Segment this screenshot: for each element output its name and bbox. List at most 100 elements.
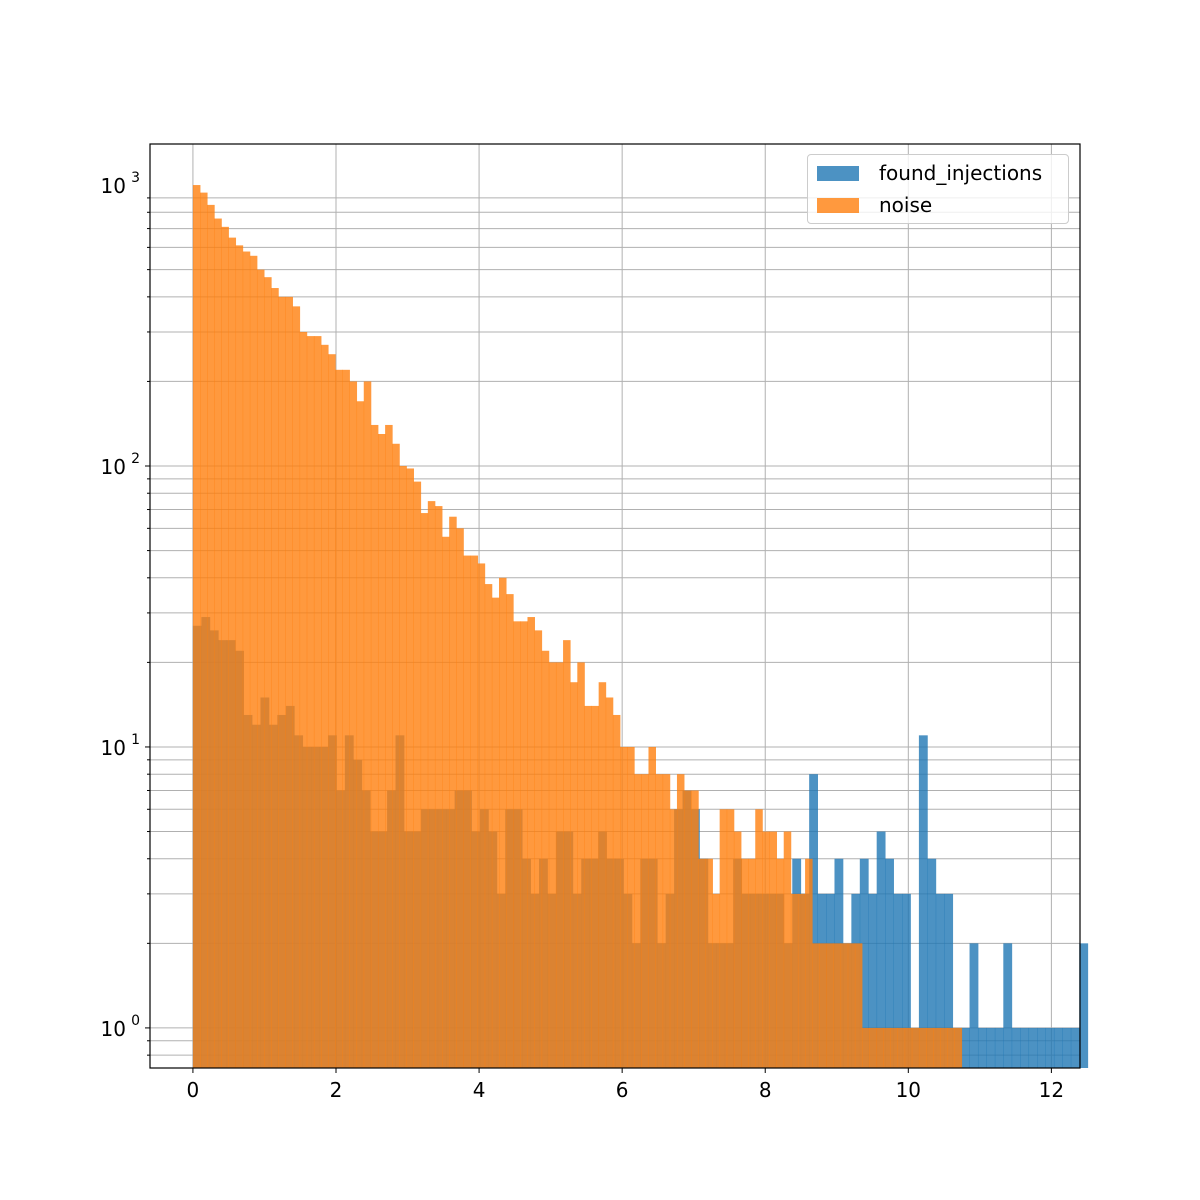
histogram-bar [292,306,301,1068]
histogram-bar [783,831,792,1068]
y-tick-exponent: 2 [131,451,140,467]
y-tick-label: 10 [101,174,126,198]
histogram-bar [868,893,878,1068]
histogram-bar [591,705,600,1068]
histogram-bar [904,1027,913,1068]
histogram-bar [1053,1027,1063,1068]
histogram-bar [819,943,827,1068]
histogram-bar [969,943,979,1068]
histogram-bar [1028,1027,1038,1068]
histogram-bar [584,705,592,1068]
histogram-bar [933,1027,941,1068]
histogram-bar [356,401,365,1068]
histogram-bar [299,331,308,1068]
histogram-bar [200,192,208,1068]
histogram-bar [570,682,578,1068]
x-tick-label: 6 [616,1078,629,1102]
histogram-bar [944,893,954,1068]
histogram-bar [520,621,528,1068]
histogram-bar [1070,1027,1080,1068]
histogram-bar [1037,1027,1046,1068]
histogram-bar [790,893,799,1068]
histogram-bar [684,790,692,1068]
series-noise [192,185,963,1069]
histogram-bar [862,1027,870,1068]
histogram-bar [456,528,464,1068]
histogram-bar [890,1027,899,1068]
histogram-bar [377,433,386,1068]
histogram-bar [705,858,713,1068]
histogram-bar [935,893,945,1068]
histogram-bar [977,1027,987,1068]
histogram-bar [313,336,322,1068]
histogram-bar [669,809,678,1068]
histogram-bar [648,746,656,1068]
histogram-bar [762,831,770,1068]
histogram-bars [192,185,1089,1069]
histogram-bar [918,1027,927,1068]
y-tick-exponent: 1 [131,732,140,748]
histogram-bar [876,1027,884,1068]
histogram-bar [406,468,414,1068]
histogram-bar [634,774,642,1068]
histogram-bar [926,1027,934,1068]
histogram-bar [427,501,436,1068]
x-tick-label: 4 [473,1078,486,1102]
histogram-bar [918,735,928,1068]
histogram-bar [726,809,735,1068]
histogram-bar [278,296,286,1069]
histogram-bar [1045,1027,1055,1068]
legend-entry-noise: noise [817,193,932,217]
histogram-bar [470,555,479,1068]
histogram-bar [271,288,279,1069]
histogram-bar [854,943,863,1068]
histogram-bar [463,555,471,1068]
histogram-bar [833,943,842,1068]
histogram-bar [733,831,742,1068]
histogram-bar [691,790,699,1068]
legend: found_injections noise [807,154,1069,224]
histogram-bar [442,536,450,1068]
y-axis: 10 0 10 1 10 2 10 3 [101,170,150,1056]
x-tick-label: 0 [187,1078,200,1102]
histogram-bar [342,369,350,1068]
histogram-bar [598,682,607,1068]
histogram-bar [214,218,222,1068]
histogram-bar [676,774,685,1068]
histogram-bar [741,858,749,1068]
x-tick-label: 10 [896,1078,921,1102]
histogram-bar [994,1027,1004,1068]
histogram-bar [1062,1027,1072,1068]
histogram-bar [605,697,614,1068]
histogram-bar [484,584,493,1068]
histogram-bar [235,245,244,1068]
histogram-bar [947,1027,955,1068]
histogram-bar [499,577,507,1068]
histogram-bar [321,344,329,1069]
histogram-bar [370,424,379,1068]
histogram-bar [1003,943,1013,1068]
histogram-bar [1020,1027,1030,1068]
histogram-bar [541,650,550,1068]
histogram-bar [477,563,486,1068]
histogram-bar [385,424,393,1068]
histogram-bar [797,893,806,1068]
histogram-bar [869,1027,877,1068]
y-tick-exponent: 3 [131,170,140,186]
histogram-bar [911,1027,920,1068]
histogram-bar [655,774,664,1068]
legend-swatch-noise [817,197,859,213]
histogram-bar [641,774,649,1068]
histogram-bar [285,296,293,1069]
histogram-bar [264,277,272,1068]
histogram-bar [399,466,407,1068]
y-tick-label: 10 [101,455,126,479]
histogram-bar [413,481,422,1069]
histogram-bar [612,714,621,1068]
histogram-bar [885,858,894,1068]
histogram-bar [228,237,237,1068]
histogram-bar [363,381,372,1068]
histogram-bar [712,893,721,1068]
histogram-bar [221,226,229,1068]
histogram-bar [826,943,834,1068]
